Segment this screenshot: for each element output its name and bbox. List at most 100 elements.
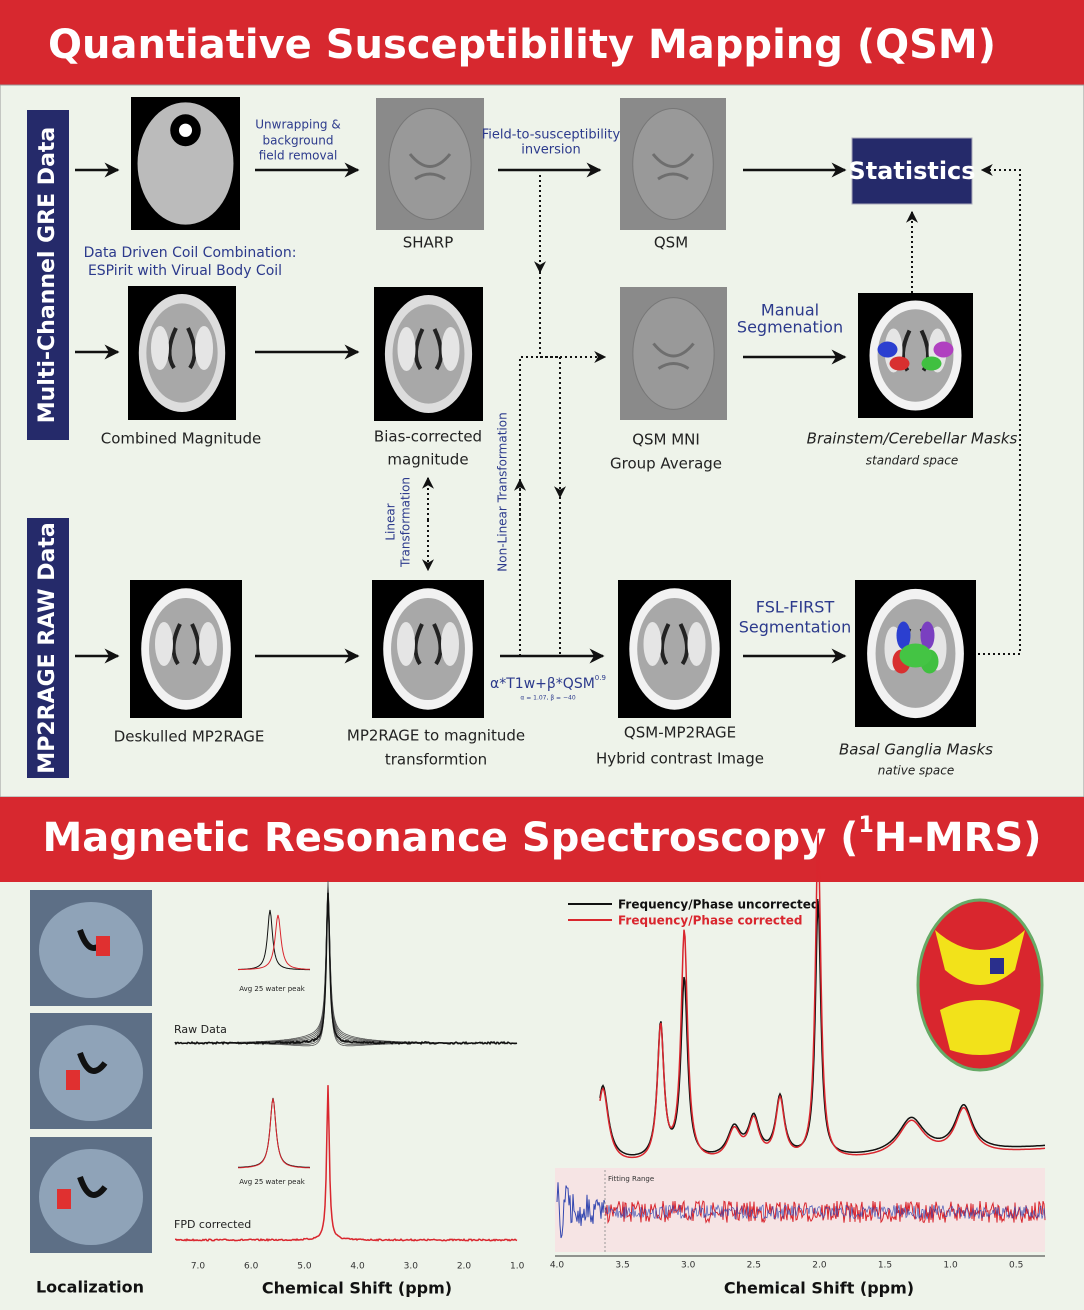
caption: Brainstem/Cerebellar Masks — [807, 430, 1018, 448]
arrow-label: Segmenation — [737, 318, 843, 337]
arrow-label: Unwrapping & — [255, 118, 340, 132]
white-matter — [155, 622, 173, 666]
formula: α*T1w+β*QSM0.9 — [490, 674, 606, 692]
residual — [556, 1182, 606, 1239]
mask — [920, 621, 935, 650]
arrows — [75, 162, 1021, 664]
arrow-label: Transformation — [399, 477, 413, 568]
inset-trace — [238, 914, 310, 971]
ventricles — [167, 327, 197, 370]
x-axis-title: Chemical Shift (ppm) — [724, 1279, 914, 1298]
brain-image — [858, 293, 973, 418]
arrow-label: Data Driven Coil Combination: — [84, 245, 297, 261]
caption: Group Average — [610, 455, 722, 473]
fitting-label: Fitting Range — [608, 1175, 654, 1183]
caption: Basal Ganglia Masks — [839, 741, 993, 759]
formula-sup: 0.9 — [595, 674, 606, 682]
header-bar — [0, 0, 1084, 85]
ventricle — [77, 1051, 108, 1074]
structure — [651, 153, 695, 181]
caption: Hybrid contrast Image — [596, 750, 764, 768]
dotted-arrow — [978, 164, 1021, 655]
x-tick-label: 3.5 — [615, 1261, 629, 1271]
brain-image — [374, 287, 483, 421]
ventricles — [171, 623, 201, 666]
arrow-label: ESPirit with Virual Body Coil — [88, 263, 282, 279]
x-tick-label: 5.0 — [297, 1262, 312, 1272]
x-tick-label: 3.0 — [404, 1262, 419, 1272]
white-matter — [397, 622, 415, 666]
raw-trace — [174, 892, 518, 1046]
dotted-line — [519, 356, 560, 656]
x-tick-label: 1.0 — [943, 1261, 958, 1271]
arrow-label: background — [263, 134, 334, 148]
side-label: MP2RAGE RAW Data — [35, 522, 60, 773]
head — [632, 108, 714, 220]
white-matter — [643, 622, 662, 666]
brain — [391, 597, 465, 701]
mask — [877, 341, 898, 358]
white-matter — [151, 326, 169, 370]
head — [137, 102, 234, 225]
mask — [896, 621, 911, 650]
inset-label: Avg 25 water peak — [239, 985, 306, 993]
caption: magnitude — [387, 451, 468, 469]
caption: MP2RAGE to magnitude — [347, 727, 525, 745]
x-tick-label: 2.0 — [812, 1261, 827, 1271]
inset-trace — [238, 1098, 311, 1169]
head — [632, 297, 715, 410]
brain-image — [128, 286, 236, 420]
caption: SHARP — [403, 234, 454, 252]
x-tick-label: 4.0 — [550, 1261, 565, 1271]
title-part: H-MRS) — [874, 815, 1042, 861]
white-matter — [195, 326, 213, 370]
white-matter — [199, 622, 217, 666]
header-bar — [0, 797, 1084, 882]
ventricles — [660, 623, 689, 666]
x-tick-label: 1.5 — [878, 1261, 892, 1271]
caption: Bias-corrected — [374, 428, 482, 446]
brain — [146, 303, 218, 403]
brain-image — [618, 580, 731, 718]
white-matter — [441, 327, 460, 371]
brain — [637, 597, 712, 701]
caption: QSM MNI — [632, 431, 700, 449]
x-tick-label: 2.0 — [457, 1262, 472, 1272]
x-axis-title: Chemical Shift (ppm) — [262, 1279, 452, 1298]
voxel — [990, 958, 1004, 974]
caption: Deskulled MP2RAGE — [114, 728, 265, 746]
arrow-label: field removal — [259, 149, 338, 163]
phase-core — [178, 123, 193, 137]
side-label-bar — [27, 110, 69, 440]
brain-image — [620, 287, 727, 420]
mask — [933, 341, 954, 358]
ventricles — [413, 623, 443, 666]
caption-sub: native space — [878, 764, 955, 778]
caption: Combined Magnitude — [101, 430, 261, 448]
corrected-trace — [174, 1085, 518, 1242]
section-title: Quantiative Susceptibility Mapping (QSM) — [48, 22, 996, 68]
brain-image — [131, 97, 240, 230]
x-tick-label: 7.0 — [191, 1262, 206, 1272]
caption: QSM-MP2RAGE — [624, 724, 736, 742]
mask — [921, 356, 942, 371]
formula-params: α = 1.07, β = −40 — [520, 695, 575, 702]
mask — [899, 643, 932, 668]
ventricles — [414, 328, 443, 371]
arrow-label: Segmentation — [739, 618, 851, 637]
brain-image — [372, 580, 484, 718]
voxel — [57, 1189, 71, 1209]
caption: transformtion — [385, 751, 487, 769]
arrow-label: Linear — [384, 503, 398, 540]
formula-text: α*T1w+β*QSM — [490, 676, 595, 692]
mask — [889, 356, 910, 371]
corrected-spectrum — [599, 832, 1046, 1159]
trace-label: Raw Data — [174, 1023, 227, 1036]
voxel — [96, 936, 110, 956]
legend-label: Frequency/Phase uncorrected — [618, 898, 820, 912]
statistics-label: Statistics — [848, 157, 975, 185]
residual — [604, 1204, 1046, 1220]
brain — [392, 304, 465, 404]
white-matter — [687, 622, 706, 666]
